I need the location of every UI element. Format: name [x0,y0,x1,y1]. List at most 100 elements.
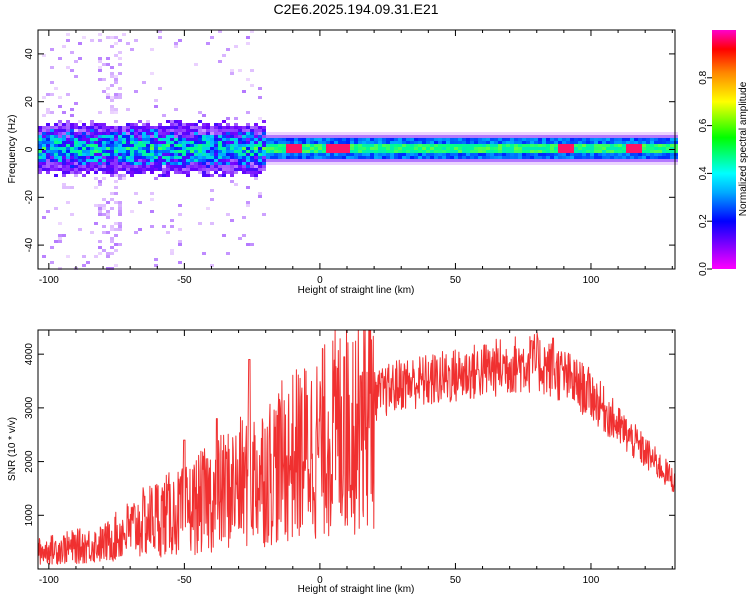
heatmap-cell [46,138,50,141]
heatmap-cell [98,159,102,162]
heatmap-cell [134,171,138,174]
heatmap-cell [494,156,498,159]
heatmap-cell [514,153,518,156]
heatmap-cell [158,135,162,138]
heatmap-cell [586,153,590,156]
heatmap-cell [218,129,222,132]
heatmap-cell [526,147,530,150]
heatmap-cell [582,150,586,153]
heatmap-cell [410,135,414,138]
heatmap-cell [102,168,106,171]
heatmap-cell [138,126,142,129]
heatmap-cell [242,132,246,135]
heatmap-cell [174,159,178,162]
heatmap-cell [118,51,122,54]
heatmap-cell [554,156,558,159]
heatmap-cell [410,156,414,159]
heatmap-cell [226,144,230,147]
heatmap-cell [298,135,302,138]
heatmap-cell [358,138,362,141]
heatmap-cell [54,147,58,150]
heatmap-cell [366,144,370,147]
heatmap-cell [670,150,674,153]
heatmap-cell [78,156,82,159]
heatmap-cell [182,165,186,168]
heatmap-cell [514,162,518,165]
heatmap-cell [662,159,666,162]
heatmap-cell [462,162,466,165]
heatmap-cell [446,150,450,153]
heatmap-cell [102,231,106,234]
heatmap-cell [642,156,646,159]
heatmap-cell [570,147,574,150]
heatmap-cell [94,132,98,135]
heatmap-cell [150,48,154,51]
heatmap-cell [666,141,670,144]
heatmap-cell [570,138,574,141]
heatmap-cell [322,153,326,156]
heatmap-cell [650,138,654,141]
heatmap-cell [618,147,622,150]
heatmap-cell [522,159,526,162]
heatmap-cell [66,150,70,153]
heatmap-cell [106,138,110,141]
heatmap-cell [118,222,122,225]
heatmap-cell [66,66,70,69]
heatmap-cell [646,150,650,153]
heatmap-cell [478,156,482,159]
heatmap-cell [206,156,210,159]
heatmap-cell [50,246,54,249]
heatmap-cell [630,144,634,147]
heatmap-cell [86,153,90,156]
heatmap-cell [374,132,378,135]
heatmap-cell [438,153,442,156]
heatmap-cell [482,156,486,159]
heatmap-cell [346,135,350,138]
heatmap-cell [414,162,418,165]
heatmap-cell [326,141,330,144]
heatmap-cell [86,132,90,135]
heatmap-cell [490,132,494,135]
snr-frame [37,329,676,570]
heatmap-cell [322,150,326,153]
heatmap-cell [514,138,518,141]
heatmap-cell [414,132,418,135]
colorbar-gradient [712,30,736,269]
heatmap-cell [630,135,634,138]
heatmap-cell [650,162,654,165]
heatmap-cell [42,129,46,132]
heatmap-cell [574,147,578,150]
heatmap-cell [166,126,170,129]
heatmap-cell [578,162,582,165]
heatmap-cell [142,138,146,141]
heatmap-cell [214,123,218,126]
heatmap-cell [458,138,462,141]
heatmap-cell [650,141,654,144]
heatmap-cell [146,147,150,150]
heatmap-cell [290,144,294,147]
heatmap-cell [62,111,66,114]
y-tick-label: 0 [24,146,35,152]
heatmap-cell [146,126,150,129]
heatmap-cell [98,78,102,81]
heatmap-cell [114,120,118,123]
heatmap-cell [238,135,242,138]
heatmap-cell [90,132,94,135]
heatmap-cell [458,144,462,147]
heatmap-cell [70,132,74,135]
heatmap-cell [262,159,266,162]
heatmap-cell [106,168,110,171]
heatmap-cell [326,147,330,150]
heatmap-cell [150,165,154,168]
heatmap-cell [430,135,434,138]
heatmap-cell [74,165,78,168]
heatmap-cell [78,141,82,144]
heatmap-cell [590,135,594,138]
heatmap-cell [318,156,322,159]
heatmap-cell [106,165,110,168]
heatmap-cell [334,141,338,144]
heatmap-cell [314,132,318,135]
heatmap-cell [418,138,422,141]
heatmap-cell [646,156,650,159]
